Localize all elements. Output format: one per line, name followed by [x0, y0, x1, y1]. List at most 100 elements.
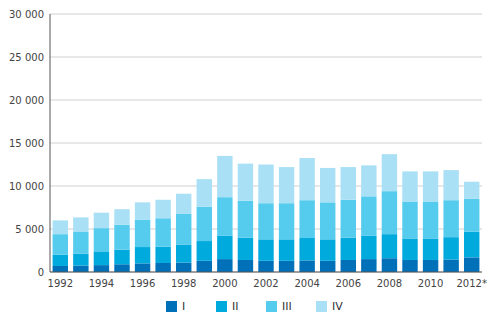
- bar-segment: [464, 199, 479, 232]
- bar-segment: [73, 254, 88, 266]
- bar-segment: [258, 165, 273, 204]
- bar-segment: [238, 201, 253, 238]
- bar-segment: [217, 156, 232, 197]
- y-tick-label: 0: [38, 267, 44, 278]
- y-tick-label: 15 000: [9, 138, 44, 149]
- bar-segment: [217, 236, 232, 259]
- bar-segment: [382, 191, 397, 234]
- bar-segment: [299, 260, 314, 272]
- bar-segment: [238, 164, 253, 201]
- y-tick-label: 5 000: [15, 224, 44, 235]
- bar-segment: [279, 203, 294, 239]
- x-tick-label: 2000: [212, 278, 237, 289]
- bar-segment: [341, 260, 356, 272]
- x-tick-label: 2002: [253, 278, 278, 289]
- y-tick-label: 20 000: [9, 95, 44, 106]
- y-tick-label: 10 000: [9, 181, 44, 192]
- bar-segment: [402, 260, 417, 272]
- legend-label: I: [182, 300, 185, 313]
- bar-segment: [423, 171, 438, 201]
- bar-segment: [320, 261, 335, 272]
- y-tick-label: 25 000: [9, 52, 44, 63]
- bar-segment: [341, 200, 356, 238]
- x-tick-label: 1992: [48, 278, 73, 289]
- y-tick-label: 30 000: [9, 9, 44, 20]
- bar-segment: [73, 217, 88, 232]
- grid-line: [50, 143, 482, 144]
- y-axis: [50, 14, 51, 272]
- bars: [53, 154, 480, 272]
- bar-segment: [320, 202, 335, 239]
- bar-segment: [320, 168, 335, 202]
- bar-segment: [279, 239, 294, 261]
- bar-segment: [464, 182, 479, 199]
- bar-segment: [299, 238, 314, 260]
- bar-segment: [299, 158, 314, 200]
- x-axis: [50, 272, 482, 273]
- bar-segment: [423, 260, 438, 272]
- bar-segment: [114, 264, 129, 272]
- bar-segment: [341, 238, 356, 260]
- grid-line: [50, 57, 482, 58]
- bar-segment: [197, 261, 212, 272]
- bar-segment: [114, 209, 129, 224]
- bar-segment: [135, 220, 150, 248]
- bar-segment: [73, 232, 88, 254]
- grid-line: [50, 100, 482, 101]
- x-tick-label: 1994: [89, 278, 114, 289]
- bar-segment: [402, 238, 417, 260]
- bar-segment: [361, 196, 376, 236]
- bar-segment: [443, 170, 458, 200]
- bar-segment: [176, 244, 191, 262]
- bar-segment: [279, 167, 294, 203]
- bar-segment: [135, 263, 150, 272]
- bar-segment: [94, 265, 109, 272]
- chart: 0 5 000 10 000 15 000 20 000 25 000 30 000 1992…: [0, 0, 494, 328]
- x-tick-label: 2012*: [456, 278, 486, 289]
- x-tick-label: 2008: [377, 278, 402, 289]
- bar-segment: [114, 225, 129, 250]
- legend-label: III: [282, 300, 292, 313]
- bar-segment: [279, 261, 294, 272]
- legend: IIIIIIIV: [166, 300, 343, 313]
- bar-segment: [361, 259, 376, 272]
- bar-segment: [135, 202, 150, 219]
- bar-segment: [217, 259, 232, 272]
- bar-segment: [155, 200, 170, 218]
- bar-segment: [238, 260, 253, 272]
- bar-segment: [94, 228, 109, 251]
- bar-segment: [341, 167, 356, 200]
- bar-segment: [258, 203, 273, 239]
- bar-segment: [217, 197, 232, 236]
- x-tick-label: 2004: [294, 278, 319, 289]
- legend-swatch: [216, 301, 227, 312]
- grid-line: [50, 272, 482, 273]
- bar-segment: [382, 258, 397, 272]
- x-tick-label: 2010: [418, 278, 443, 289]
- grid: [50, 14, 482, 272]
- bar-segment: [155, 263, 170, 272]
- bar-segment: [320, 239, 335, 261]
- grid-line: [50, 14, 482, 15]
- bar-segment: [53, 234, 68, 255]
- bar-segment: [155, 247, 170, 263]
- bar-segment: [402, 171, 417, 201]
- bar-segment: [382, 154, 397, 191]
- legend-swatch: [166, 301, 177, 312]
- bar-segment: [361, 236, 376, 259]
- legend-swatch: [266, 301, 277, 312]
- bar-segment: [382, 234, 397, 258]
- bar-segment: [135, 247, 150, 263]
- bar-segment: [197, 207, 212, 241]
- bar-segment: [238, 238, 253, 260]
- bar-segment: [423, 201, 438, 238]
- bar-segment: [443, 237, 458, 259]
- bar-segment: [53, 220, 68, 234]
- bar-segment: [53, 266, 68, 272]
- bar-segment: [258, 261, 273, 272]
- bar-segment: [176, 194, 191, 214]
- bar-segment: [155, 218, 170, 246]
- bar-segment: [258, 239, 273, 261]
- legend-label: IV: [332, 300, 343, 313]
- bar-segment: [176, 214, 191, 245]
